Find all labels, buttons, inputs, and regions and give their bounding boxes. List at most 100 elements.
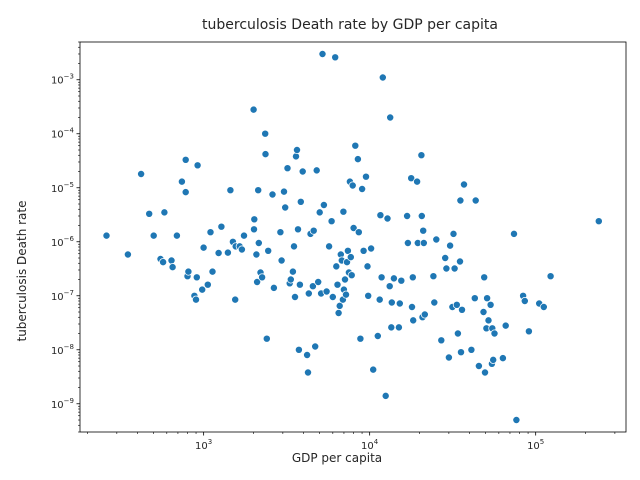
data-point [437,336,446,345]
data-point [413,177,422,186]
data-point [546,272,555,281]
data-point [291,293,299,301]
data-point [167,256,176,265]
data-point [304,368,312,377]
data-point [294,345,303,354]
data-point [314,278,323,286]
data-point [376,211,385,220]
data-point [342,290,350,299]
data-point [308,282,317,291]
data-point [489,355,498,364]
data-point [123,250,132,259]
chart-title: tuberculosis Death rate by GDP per capit… [202,17,498,33]
data-point [226,186,235,195]
data-point [149,231,158,240]
data-point [288,267,297,276]
data-point [490,329,499,338]
data-point [160,208,169,217]
data-point [268,190,277,199]
data-point [403,212,412,220]
data-point [363,262,372,271]
data-point [373,332,382,340]
data-point [383,214,392,223]
data-point [327,217,336,226]
data-point [474,362,483,370]
data-point [199,243,208,252]
data-point [269,283,278,292]
data-point [524,327,533,336]
data-point [395,299,404,308]
data-point [394,323,403,332]
data-point [452,300,461,309]
data-point [486,300,495,309]
data-point [456,257,464,266]
data-point [249,105,258,114]
data-point [385,282,394,291]
data-point [347,271,356,280]
data-point [353,155,362,164]
data-point [429,272,438,281]
data-point [253,278,262,286]
data-point [331,53,340,62]
data-point [192,295,200,304]
data-point [387,323,396,332]
data-point [286,275,295,284]
data-point [145,209,154,218]
data-point [237,245,246,254]
data-point [397,276,406,285]
data-point [339,207,348,216]
data-point [480,273,489,282]
data-point [349,224,358,232]
data-point [484,316,493,325]
data-point [481,368,489,377]
data-point [512,416,521,424]
data-point [467,345,476,354]
data-point [184,267,193,276]
data-point [294,225,302,234]
data-point [420,310,429,319]
data-point [206,228,215,237]
data-point [254,239,263,247]
data-point [322,287,331,296]
y-axis-label: tuberculosis Death rate [15,201,29,342]
data-point [449,229,458,238]
data-point [250,215,259,224]
data-point [348,181,357,190]
data-point [358,185,367,193]
plot-frame [79,41,627,433]
data-point [377,273,386,282]
data-point [356,334,365,343]
data-point [250,225,258,234]
data-point [264,246,273,255]
data-point [479,308,488,316]
data-point [386,113,395,122]
data-point [295,280,304,289]
data-point [501,321,510,330]
x-axis-label: GDP per capita [292,451,382,465]
data-point [181,155,190,164]
data-point [303,351,312,359]
data-point [223,248,232,257]
data-point [181,188,190,197]
data-point [309,226,318,235]
data-point [408,303,416,311]
data-point [367,244,376,253]
data-point [444,353,453,362]
data-point [354,228,363,237]
data-point [430,298,439,307]
data-point [362,172,370,181]
data-point [217,222,226,231]
data-point [311,342,320,351]
data-point [458,305,466,314]
data-point [387,298,396,307]
data-point [262,334,271,343]
data-point [498,354,507,363]
data-point [252,250,261,259]
data-point [102,231,111,240]
data-point [335,301,344,310]
data-point [408,273,417,282]
data-point [351,141,360,150]
data-point [292,152,300,161]
data-point [453,329,462,338]
data-point [381,391,390,400]
